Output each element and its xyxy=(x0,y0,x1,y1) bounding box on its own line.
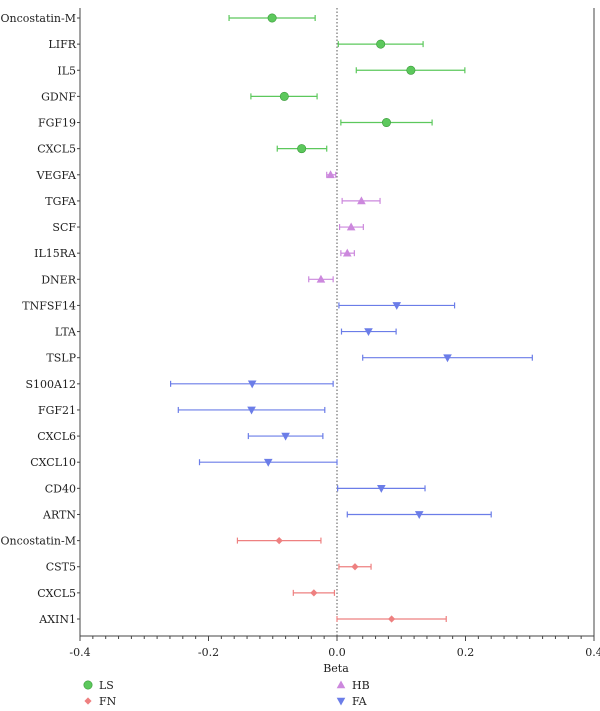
point-estimate xyxy=(346,222,356,231)
forest-row: SCF xyxy=(52,221,364,234)
forest-row: TNFSF14 xyxy=(22,299,456,312)
point-estimate xyxy=(316,274,326,283)
forest-row: FGF19 xyxy=(38,117,433,130)
x-tick-label: -0.4 xyxy=(69,646,90,659)
row-label: TGFA xyxy=(45,195,77,208)
row-label: CXCL5 xyxy=(37,587,76,600)
row-label: CXCL5 xyxy=(37,143,76,156)
forest-row: FGF21 xyxy=(38,404,326,417)
legend-item: FA xyxy=(336,695,368,708)
point-estimate xyxy=(297,144,307,154)
row-label: TSLP xyxy=(46,352,76,365)
legend-item: LS xyxy=(83,679,114,692)
point-estimate xyxy=(377,485,386,493)
forest-row: ARTN xyxy=(42,508,492,521)
forest-row: CXCL6 xyxy=(37,430,324,443)
forest-row: CST5 xyxy=(46,561,372,574)
point-estimate xyxy=(357,196,366,205)
forest-row: Oncostatin-M xyxy=(0,12,316,25)
forest-row: CD40 xyxy=(45,482,426,495)
legend-marker xyxy=(336,680,346,689)
row-label: SCF xyxy=(52,221,76,234)
point-estimate xyxy=(342,248,352,257)
legend-label: FN xyxy=(99,695,117,708)
legend-item: HB xyxy=(336,679,370,692)
x-axis-label: Beta xyxy=(323,662,349,675)
legend-label: FA xyxy=(352,695,368,708)
forest-row: Oncostatin-M xyxy=(0,535,322,548)
point-estimate xyxy=(406,65,416,75)
legend-label: HB xyxy=(352,679,370,692)
point-estimate xyxy=(326,170,335,179)
forest-row: AXIN1 xyxy=(38,613,447,626)
row-label: S100A12 xyxy=(26,378,76,391)
row-label: VEGFA xyxy=(36,169,77,182)
row-label: FGF19 xyxy=(38,117,76,130)
point-estimate xyxy=(310,589,318,597)
forest-row: CXCL5 xyxy=(37,587,336,600)
forest-row: GDNF xyxy=(41,90,318,103)
forest-row: TGFA xyxy=(45,195,381,208)
rows-layer: Oncostatin-M LIFR IL5 GDNF FGF19 CXCL5 VEGFA TG… xyxy=(0,12,533,626)
x-tick-label: -0.2 xyxy=(198,646,219,659)
point-estimate xyxy=(351,563,359,571)
legend-label: LS xyxy=(99,679,114,692)
forest-row: VEGFA xyxy=(36,169,337,182)
row-label: GDNF xyxy=(41,90,76,103)
point-estimate xyxy=(263,458,273,467)
forest-row: DNER xyxy=(41,273,334,286)
forest-row: CXCL10 xyxy=(30,456,338,469)
forest-row: S100A12 xyxy=(26,378,334,391)
row-label: CD40 xyxy=(45,482,76,495)
row-label: IL5 xyxy=(57,64,76,77)
forest-row: TSLP xyxy=(46,352,533,365)
row-label: Oncostatin-M xyxy=(0,535,76,548)
forest-row: LIFR xyxy=(48,38,424,51)
forest-row: LTA xyxy=(55,326,397,339)
row-label: CXCL10 xyxy=(30,456,76,469)
point-estimate xyxy=(267,13,277,23)
row-label: Oncostatin-M xyxy=(0,12,76,25)
row-label: IL15RA xyxy=(34,247,77,260)
row-label: CXCL6 xyxy=(37,430,76,443)
point-estimate xyxy=(247,380,257,389)
legend-marker xyxy=(336,697,346,706)
row-label: LTA xyxy=(55,326,77,339)
point-estimate xyxy=(443,354,452,363)
reference-layer xyxy=(79,8,595,636)
point-estimate xyxy=(275,537,283,545)
x-axis: -0.4 -0.2 0.0 0.2 0.4 Beta xyxy=(69,635,600,675)
x-tick-label: 0.4 xyxy=(585,646,600,659)
point-estimate xyxy=(376,39,386,49)
forest-row: CXCL5 xyxy=(37,143,328,156)
forest-row: IL5 xyxy=(57,64,466,77)
row-label: TNFSF14 xyxy=(22,299,76,312)
legend: LS HB FA FN xyxy=(83,679,370,708)
forest-row: IL15RA xyxy=(34,247,355,260)
point-estimate xyxy=(414,511,424,519)
legend-marker xyxy=(84,697,92,705)
point-estimate xyxy=(247,406,256,415)
legend-item: FN xyxy=(84,695,117,708)
x-tick-label: 0.2 xyxy=(457,646,475,659)
legend-marker xyxy=(83,680,93,690)
row-label: AXIN1 xyxy=(38,613,76,626)
point-estimate xyxy=(281,432,290,441)
point-estimate xyxy=(392,302,402,310)
row-label: ARTN xyxy=(42,508,76,521)
row-label: FGF21 xyxy=(38,404,76,417)
point-estimate xyxy=(388,615,396,623)
point-estimate xyxy=(381,118,391,128)
x-tick-label: 0.0 xyxy=(328,646,346,659)
row-label: CST5 xyxy=(46,561,76,574)
row-label: LIFR xyxy=(48,38,76,51)
row-label: DNER xyxy=(41,273,76,286)
point-estimate xyxy=(279,91,289,101)
point-estimate xyxy=(364,328,373,337)
